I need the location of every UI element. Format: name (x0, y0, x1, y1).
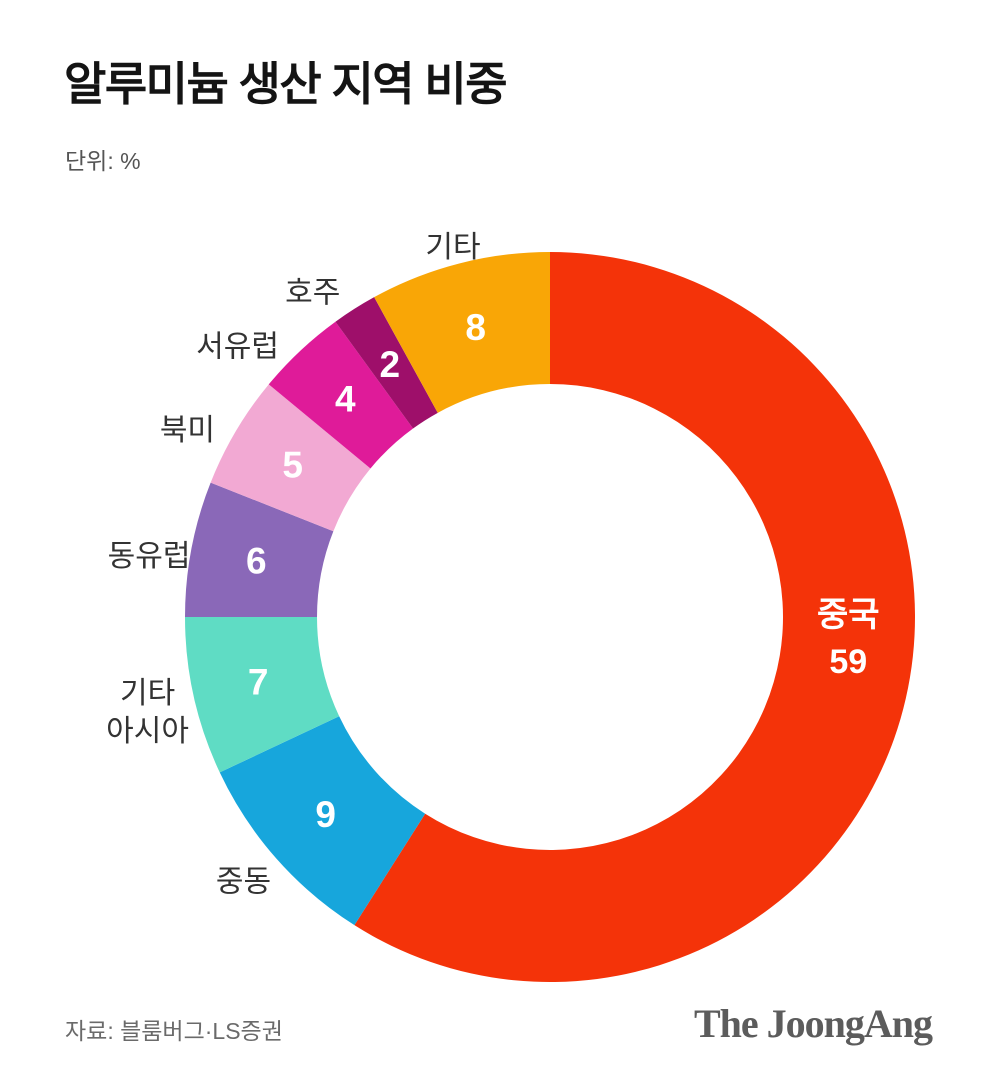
slice-west-europe (268, 321, 414, 469)
value-label-east-europe: 6 (246, 540, 267, 581)
name-label-west-europe: 서유럽 (196, 330, 279, 363)
slice-australia (335, 297, 438, 429)
source-label: 자료: 블룸버그·LS증권 (65, 1018, 283, 1044)
name-label-north-america: 북미 (160, 414, 215, 447)
value-label-other: 8 (465, 307, 486, 348)
value-label-middle-east: 9 (315, 794, 336, 835)
name-label-other: 기타 (425, 231, 480, 264)
name-label-australia: 호주 (285, 276, 340, 309)
slice-china (354, 252, 915, 982)
joongang-logo: The JoongAng (693, 1001, 933, 1046)
value-label-north-america: 5 (282, 444, 303, 485)
name-label-east-europe: 동유럽 (108, 540, 191, 573)
value-label-australia: 2 (379, 344, 400, 385)
page-title: 알루미늄 생산 지역 비중 (64, 58, 508, 110)
slice-east-europe (185, 482, 334, 617)
unit-label: 단위: % (65, 148, 141, 174)
name-label-other-asia: 기타 아시아 (106, 676, 189, 747)
slice-other-asia (185, 617, 340, 773)
slice-middle-east (219, 716, 426, 926)
slice-north-america (210, 384, 371, 532)
value-label-west-europe: 4 (335, 379, 356, 420)
name-label-middle-east: 중동 (216, 866, 271, 899)
value-label-other-asia: 7 (248, 662, 269, 703)
slice-other (374, 252, 550, 413)
value-label-china: 중국 59 (817, 596, 880, 681)
